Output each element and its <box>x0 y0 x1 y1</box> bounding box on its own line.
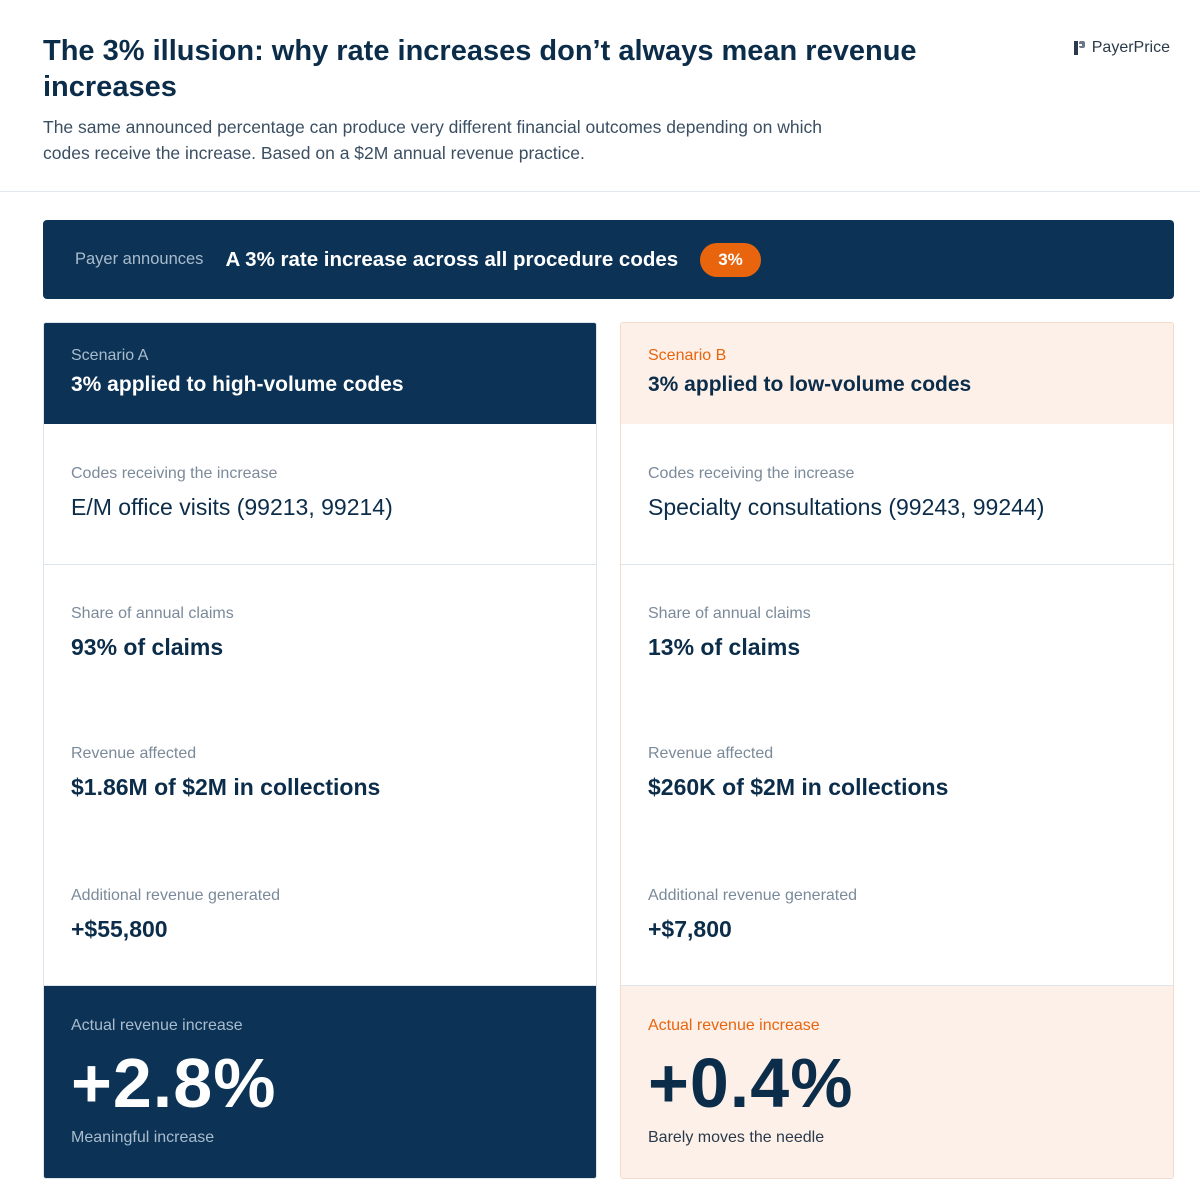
revenue-affected-row: Revenue affected $260K of $2M in collect… <box>621 705 1173 846</box>
result-label: Actual revenue increase <box>71 1017 243 1034</box>
row-label: Additional revenue generated <box>648 887 858 904</box>
scenario-b-header: Scenario B 3% applied to low-volume code… <box>621 323 1173 424</box>
scenario-tag: Scenario B <box>648 347 727 364</box>
row-label: Codes receiving the increase <box>648 465 855 482</box>
row-label: Share of annual claims <box>71 605 234 622</box>
scenario-title: 3% applied to high-volume codes <box>71 373 404 396</box>
rate-badge: 3% <box>700 242 761 277</box>
claims-share-row: Share of annual claims 13% of claims <box>621 565 1173 706</box>
brand-name: PayerPrice <box>1091 39 1170 56</box>
scenario-tag: Scenario A <box>71 347 149 364</box>
row-label: Additional revenue generated <box>71 887 281 904</box>
row-label: Codes receiving the increase <box>71 465 278 482</box>
row-value: E/M office visits (99213, 99214) <box>71 494 393 520</box>
banner-text: A 3% rate increase across all procedure … <box>225 247 679 271</box>
codes-row: Codes receiving the increase Specialty c… <box>621 424 1173 565</box>
page-header: The 3% illusion: why rate increases don’… <box>0 0 1200 192</box>
row-value: +$7,800 <box>648 916 732 942</box>
announcement-banner: Payer announces A 3% rate increase acros… <box>43 220 1174 299</box>
scenario-a-header: Scenario A 3% applied to high-volume cod… <box>44 323 596 424</box>
scenario-title: 3% applied to low-volume codes <box>648 373 972 396</box>
result-note: Meaningful increase <box>71 1129 215 1146</box>
result-note: Barely moves the needle <box>648 1129 825 1146</box>
row-value: 93% of claims <box>71 634 224 660</box>
row-value: 13% of claims <box>648 634 801 660</box>
scenario-a-card: Scenario A 3% applied to high-volume cod… <box>43 322 597 1179</box>
result-value: +0.4% <box>648 1044 854 1122</box>
row-value: Specialty consultations (99243, 99244) <box>648 494 1045 520</box>
row-label: Revenue affected <box>71 745 197 762</box>
claims-share-row: Share of annual claims 93% of claims <box>44 565 596 706</box>
result-panel: Actual revenue increase +2.8% Meaningful… <box>44 986 596 1178</box>
scenario-b-card: Scenario B 3% applied to low-volume code… <box>620 322 1174 1179</box>
banner-label: Payer announces <box>75 250 204 268</box>
row-value: $1.86M of $2M in collections <box>71 774 381 800</box>
additional-revenue-row: Additional revenue generated +$55,800 <box>44 845 596 986</box>
additional-revenue-row: Additional revenue generated +$7,800 <box>621 845 1173 986</box>
result-value: +2.8% <box>71 1044 277 1122</box>
row-label: Revenue affected <box>648 745 774 762</box>
page-subtitle: The same announced percentage can produc… <box>43 117 822 163</box>
row-label: Share of annual claims <box>648 605 811 622</box>
result-label: Actual revenue increase <box>648 1017 820 1034</box>
row-value: +$55,800 <box>71 916 168 942</box>
brand-logo: PayerPrice <box>1073 39 1170 57</box>
page-title: The 3% illusion: why rate increases don’… <box>43 35 917 103</box>
payerprice-logo-icon <box>1073 41 1085 55</box>
revenue-affected-row: Revenue affected $1.86M of $2M in collec… <box>44 705 596 846</box>
row-value: $260K of $2M in collections <box>648 774 949 800</box>
codes-row: Codes receiving the increase E/M office … <box>44 424 596 565</box>
result-panel: Actual revenue increase +0.4% Barely mov… <box>621 986 1173 1178</box>
